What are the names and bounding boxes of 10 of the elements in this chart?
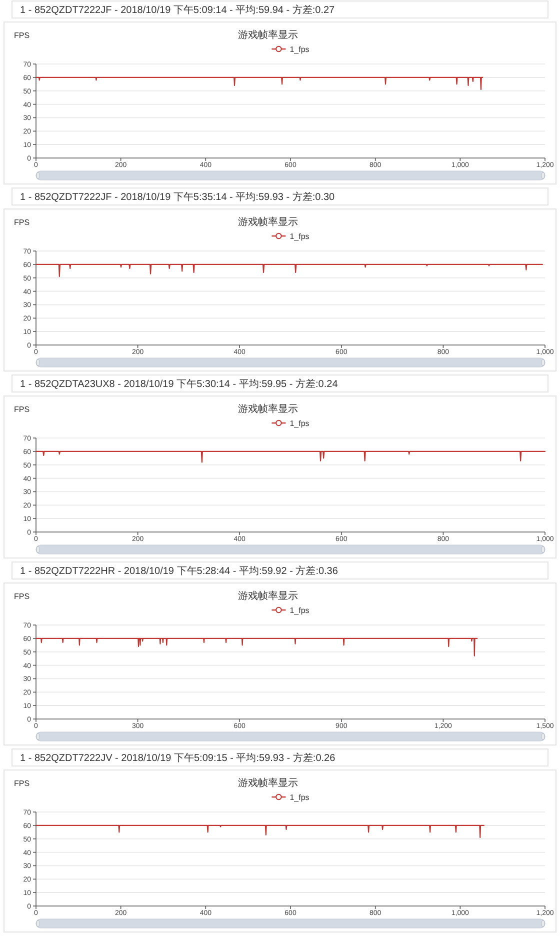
subtitle: 1 - 852QZDTA23UX8 - 2018/10/19 下午5:30:14 - 平均:59.95 - 方差:0.24 <box>20 379 338 390</box>
subtitle: 1 - 852QZDT7222JV - 2018/10/19 下午5:09:15 - 平均:59.93 - 方差:0.26 <box>20 753 336 764</box>
subtitle: 1 - 852QZDT7222JF - 2018/10/19 下午5:09:14 - 平均:59.94 - 方差:0.27 <box>20 5 335 16</box>
title: 游戏帧率显示 <box>238 591 298 602</box>
subtitle: 1 - 852QZDT7222JF - 2018/10/19 下午5:35:14 - 平均:59.93 - 方差:0.30 <box>20 192 335 203</box>
title: 游戏帧率显示 <box>238 778 298 789</box>
title: 游戏帧率显示 <box>238 30 298 41</box>
title: 游戏帧率显示 <box>238 217 298 228</box>
title: 游戏帧率显示 <box>238 404 298 415</box>
subtitle: 1 - 852QZDT7222HR - 2018/10/19 下午5:28:44 - 平均:59.92 - 方差:0.36 <box>20 566 338 577</box>
